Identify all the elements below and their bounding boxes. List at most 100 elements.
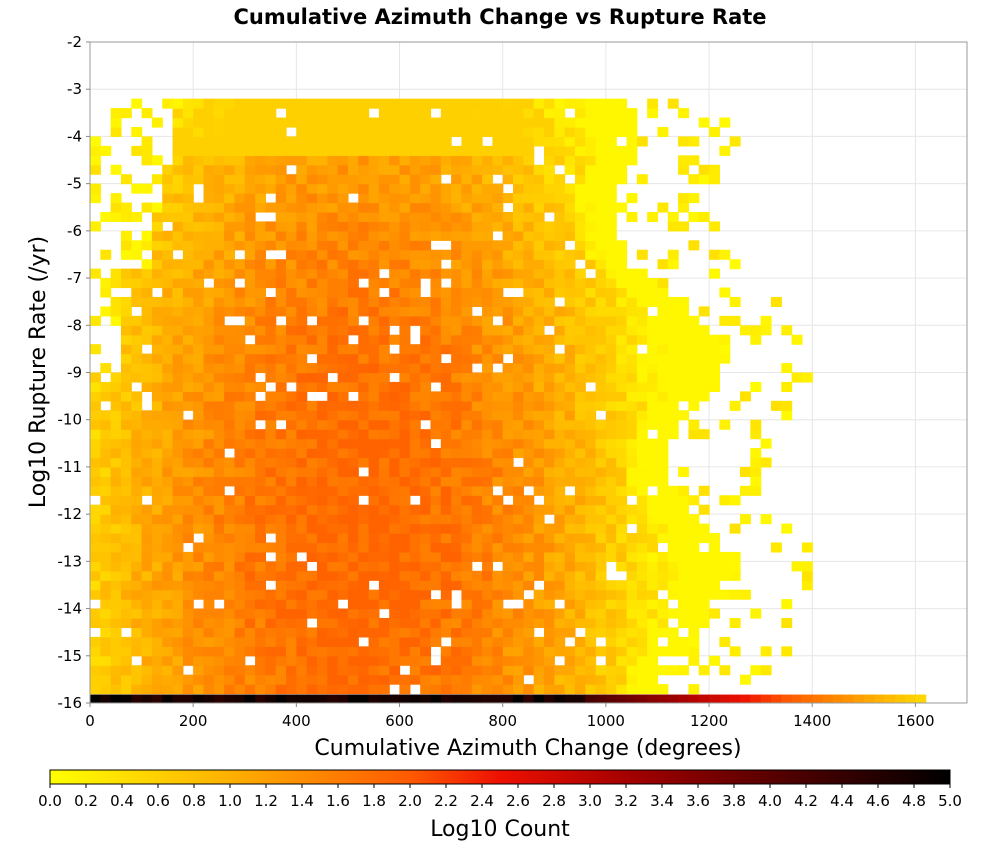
colorbar-tick-label: 0.0 — [38, 792, 62, 810]
heatmap-cell — [574, 636, 586, 647]
heatmap-cell — [141, 618, 153, 629]
heatmap-cell — [213, 372, 225, 383]
heatmap-cell — [440, 627, 452, 638]
heatmap-cell — [482, 193, 493, 204]
heatmap-cell — [193, 287, 205, 298]
heatmap-cell — [337, 363, 349, 374]
heatmap-cell — [451, 278, 463, 289]
heatmap-cell — [440, 268, 452, 279]
heatmap-cell — [502, 230, 514, 241]
heatmap-cell — [543, 674, 555, 685]
heatmap-cell — [110, 504, 122, 515]
heatmap-cell — [688, 618, 700, 629]
heatmap-cell — [543, 98, 555, 109]
heatmap-cell — [667, 429, 679, 440]
heatmap-cell — [430, 117, 442, 128]
heatmap-cell — [595, 240, 607, 251]
heatmap-cell — [100, 599, 112, 610]
heatmap-cell — [255, 174, 266, 185]
heatmap-cell — [554, 495, 566, 506]
heatmap-cell — [141, 523, 153, 534]
heatmap-cell — [657, 259, 669, 270]
heatmap-cell — [502, 334, 514, 345]
heatmap-cell — [286, 561, 297, 572]
heatmap-cell — [543, 542, 555, 553]
heatmap-cell — [120, 580, 132, 591]
heatmap-cell — [203, 438, 215, 449]
heatmap-cell — [636, 665, 648, 676]
heatmap-cell — [729, 646, 741, 657]
heatmap-cell — [574, 674, 586, 685]
heatmap-cell — [358, 296, 370, 307]
heatmap-cell — [440, 117, 452, 128]
heatmap-cell — [678, 391, 690, 402]
heatmap-cell — [213, 315, 225, 326]
heatmap-cell — [636, 589, 648, 600]
heatmap-cell — [162, 164, 174, 175]
heatmap-cell — [678, 551, 690, 562]
heatmap-cell — [234, 334, 246, 345]
heatmap-cell — [533, 457, 545, 468]
heatmap-cell — [688, 174, 700, 185]
heatmap-cell — [791, 372, 803, 383]
heatmap-cell — [327, 202, 339, 213]
heatmap-cell — [409, 636, 421, 647]
heatmap-cell — [286, 646, 297, 657]
heatmap-cell — [203, 164, 215, 175]
heatmap-cell — [523, 259, 535, 270]
heatmap-cell — [513, 514, 524, 525]
heatmap-cell — [698, 174, 710, 185]
heatmap-cell — [461, 183, 473, 194]
heatmap-cell — [657, 429, 669, 440]
heatmap-cell — [461, 618, 473, 629]
heatmap-cell — [440, 476, 452, 487]
heatmap-cell — [368, 618, 380, 629]
heatmap-cell — [409, 504, 421, 515]
heatmap-cell — [564, 504, 576, 515]
heatmap-cell — [482, 155, 493, 166]
heatmap-cell — [399, 268, 411, 279]
heatmap-cell — [265, 98, 277, 109]
heatmap-cell — [420, 249, 432, 260]
heatmap-cell — [378, 202, 390, 213]
heatmap-cell — [172, 221, 184, 232]
heatmap-cell — [440, 249, 452, 260]
heatmap-cell — [265, 429, 277, 440]
heatmap-cell — [255, 363, 266, 374]
heatmap-cell — [378, 551, 390, 562]
heatmap-cell — [306, 334, 318, 345]
heatmap-cell — [265, 570, 277, 581]
heatmap-cell — [440, 306, 452, 317]
heatmap-cell — [316, 315, 328, 326]
heatmap-cell — [502, 344, 514, 355]
heatmap-cell — [482, 599, 493, 610]
heatmap-cell — [667, 495, 679, 506]
heatmap-cell — [389, 655, 401, 666]
heatmap-cell — [616, 608, 628, 619]
heatmap-cell — [316, 325, 328, 336]
heatmap-cell — [492, 457, 504, 468]
heatmap-cell — [564, 296, 576, 307]
heatmap-cell — [585, 608, 597, 619]
heatmap-cell — [595, 381, 607, 392]
heatmap-cell — [647, 674, 659, 685]
heatmap-cell — [409, 306, 421, 317]
heatmap-cell — [286, 589, 297, 600]
heatmap-cell — [378, 476, 390, 487]
heatmap-cell — [513, 306, 524, 317]
heatmap-cell — [110, 655, 122, 666]
heatmap-cell — [492, 211, 504, 223]
heatmap-cell — [193, 457, 205, 468]
heatmap-cell — [399, 230, 411, 241]
heatmap-cell — [286, 485, 297, 496]
heatmap-cell — [430, 344, 442, 355]
heatmap-cell — [100, 466, 112, 477]
colorbar-tick-label: 0.6 — [146, 792, 170, 810]
heatmap-cell — [389, 117, 401, 128]
heatmap-cell — [636, 438, 648, 449]
heatmap-cell — [585, 514, 597, 525]
heatmap-cell — [203, 315, 215, 326]
heatmap-cell — [378, 372, 390, 383]
heatmap-cell — [513, 684, 524, 695]
heatmap-cell — [502, 306, 514, 317]
